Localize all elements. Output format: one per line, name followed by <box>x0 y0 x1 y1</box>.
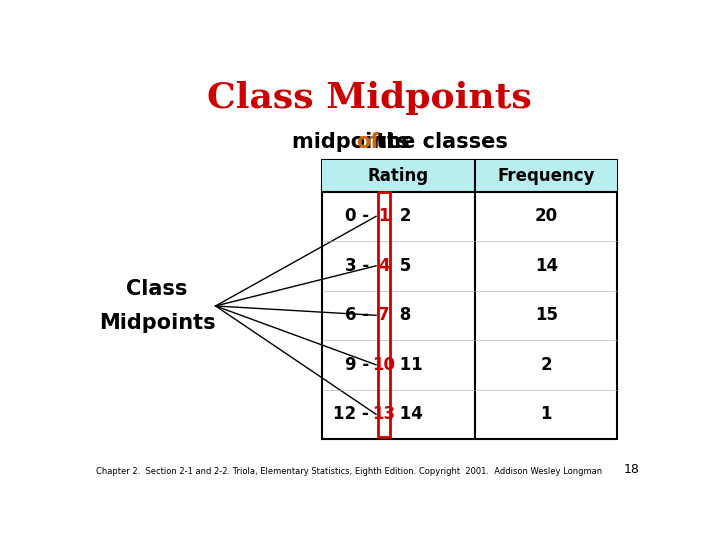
Text: 0 -: 0 - <box>345 207 375 225</box>
Text: 9 -: 9 - <box>345 356 375 374</box>
Text: 10: 10 <box>372 356 395 374</box>
Text: 6 -: 6 - <box>345 306 375 325</box>
Text: Frequency: Frequency <box>498 167 595 185</box>
Text: 5: 5 <box>395 257 412 275</box>
Text: 11: 11 <box>395 356 423 374</box>
Text: Chapter 2.  Section 2-1 and 2-2. Triola, Elementary Statistics, Eighth Edition. : Chapter 2. Section 2-1 and 2-2. Triola, … <box>96 467 602 476</box>
Text: 8: 8 <box>395 306 412 325</box>
Text: 2: 2 <box>395 207 412 225</box>
Text: 2: 2 <box>541 356 552 374</box>
Text: 13: 13 <box>372 406 395 423</box>
Text: 1: 1 <box>378 207 390 225</box>
Text: 14: 14 <box>395 406 423 423</box>
Text: 12 -: 12 - <box>333 406 375 423</box>
Text: midpoints: midpoints <box>292 132 417 152</box>
Bar <box>322 160 617 439</box>
Text: 1: 1 <box>541 406 552 423</box>
Text: Class: Class <box>126 279 188 299</box>
Text: 15: 15 <box>535 306 558 325</box>
Text: 3 -: 3 - <box>345 257 375 275</box>
Text: 4: 4 <box>378 257 390 275</box>
Text: of: of <box>356 132 379 152</box>
Text: Midpoints: Midpoints <box>99 313 215 333</box>
Text: 18: 18 <box>624 463 639 476</box>
Text: Class Midpoints: Class Midpoints <box>207 81 531 115</box>
Bar <box>378 192 390 437</box>
Text: the classes: the classes <box>369 132 508 152</box>
Text: Rating: Rating <box>368 167 429 185</box>
Text: 20: 20 <box>535 207 558 225</box>
Text: 7: 7 <box>378 306 390 325</box>
Bar <box>322 160 617 192</box>
Text: 14: 14 <box>535 257 558 275</box>
